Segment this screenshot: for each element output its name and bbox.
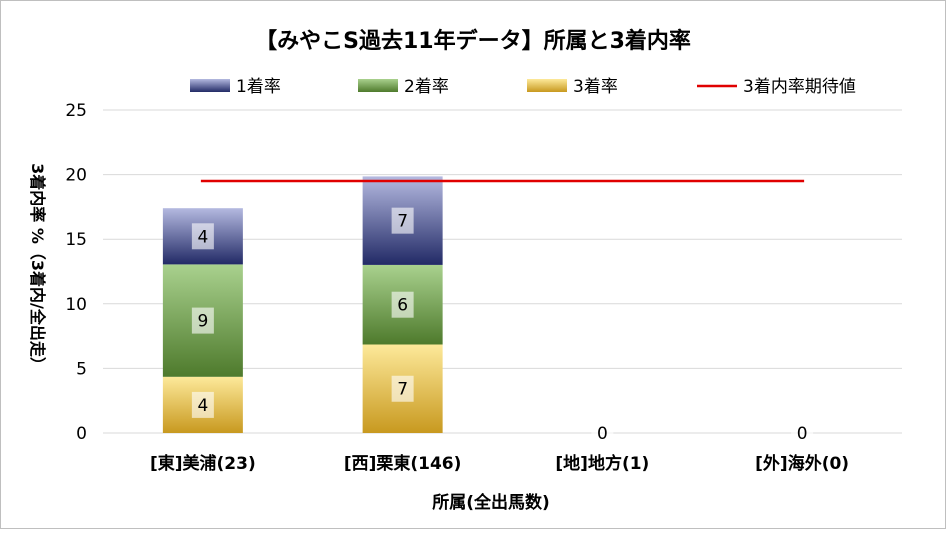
legend-swatch-series-1	[358, 79, 398, 92]
x-tick-label-3: [外]海外(0)	[755, 453, 849, 474]
chart-title: 【みやこS過去11年データ】所属と3着内率	[255, 28, 691, 54]
data-label-bg-series-1-cat-0	[191, 307, 214, 334]
y-tick-label-1: 5	[76, 359, 87, 379]
data-label-bg-series-1-cat-1	[391, 291, 414, 318]
y-tick-label-0: 0	[76, 424, 87, 444]
x-tick-label-2: [地]地方(1)	[555, 453, 649, 474]
y-tick-label-5: 25	[65, 101, 87, 121]
legend-label-series-0: 3着率	[573, 77, 618, 97]
legend: 1着率 2着率 3着率 3着内率期待値	[190, 77, 856, 97]
data-label-series-2-cat-1: 7	[397, 212, 408, 232]
data-label-bg-series-2-cat-0	[191, 223, 214, 250]
data-label-series-0-cat-0: 4	[197, 396, 208, 416]
x-axis-label: 所属(全出馬数)	[432, 492, 550, 513]
data-label-series-0-cat-1: 7	[397, 380, 408, 400]
data-label-bg-series-2-cat-1	[391, 207, 414, 234]
legend-label-reference-line: 3着内率期待値	[743, 77, 856, 97]
legend-swatch-series-0	[527, 79, 567, 92]
data-label-series-1-cat-0: 9	[197, 312, 208, 332]
data-label-bg-series-0-cat-2	[591, 420, 614, 446]
data-label-series-0-cat-3: 0	[797, 424, 808, 444]
x-axis-ticks: [東]美浦(23) [西]栗東(146) [地]地方(1) [外]海外(0)	[150, 453, 849, 474]
y-tick-label-3: 15	[65, 230, 87, 250]
legend-label-series-1: 2着率	[404, 77, 449, 97]
y-axis-ticks: 0 5 10 15 20 25	[65, 101, 87, 444]
legend-swatch-series-2	[190, 79, 230, 92]
legend-label-series-2: 1着率	[236, 77, 281, 97]
data-label-bg-series-0-cat-3	[791, 420, 814, 446]
data-label-bg-series-0-cat-1	[391, 375, 414, 402]
x-tick-label-0: [東]美浦(23)	[150, 453, 256, 474]
x-tick-label-1: [西]栗東(146)	[344, 453, 462, 474]
data-labels: 4 9 4 7 6 7 0 0	[191, 207, 814, 446]
data-label-series-0-cat-2: 0	[597, 424, 608, 444]
data-label-series-2-cat-0: 4	[197, 227, 208, 247]
y-tick-label-2: 10	[65, 295, 87, 315]
data-label-bg-series-0-cat-0	[191, 391, 214, 418]
data-label-series-1-cat-1: 6	[397, 296, 408, 316]
y-axis-label: 3着内率 %（3着内/全出走）	[28, 163, 47, 373]
y-tick-label-4: 20	[65, 166, 87, 186]
